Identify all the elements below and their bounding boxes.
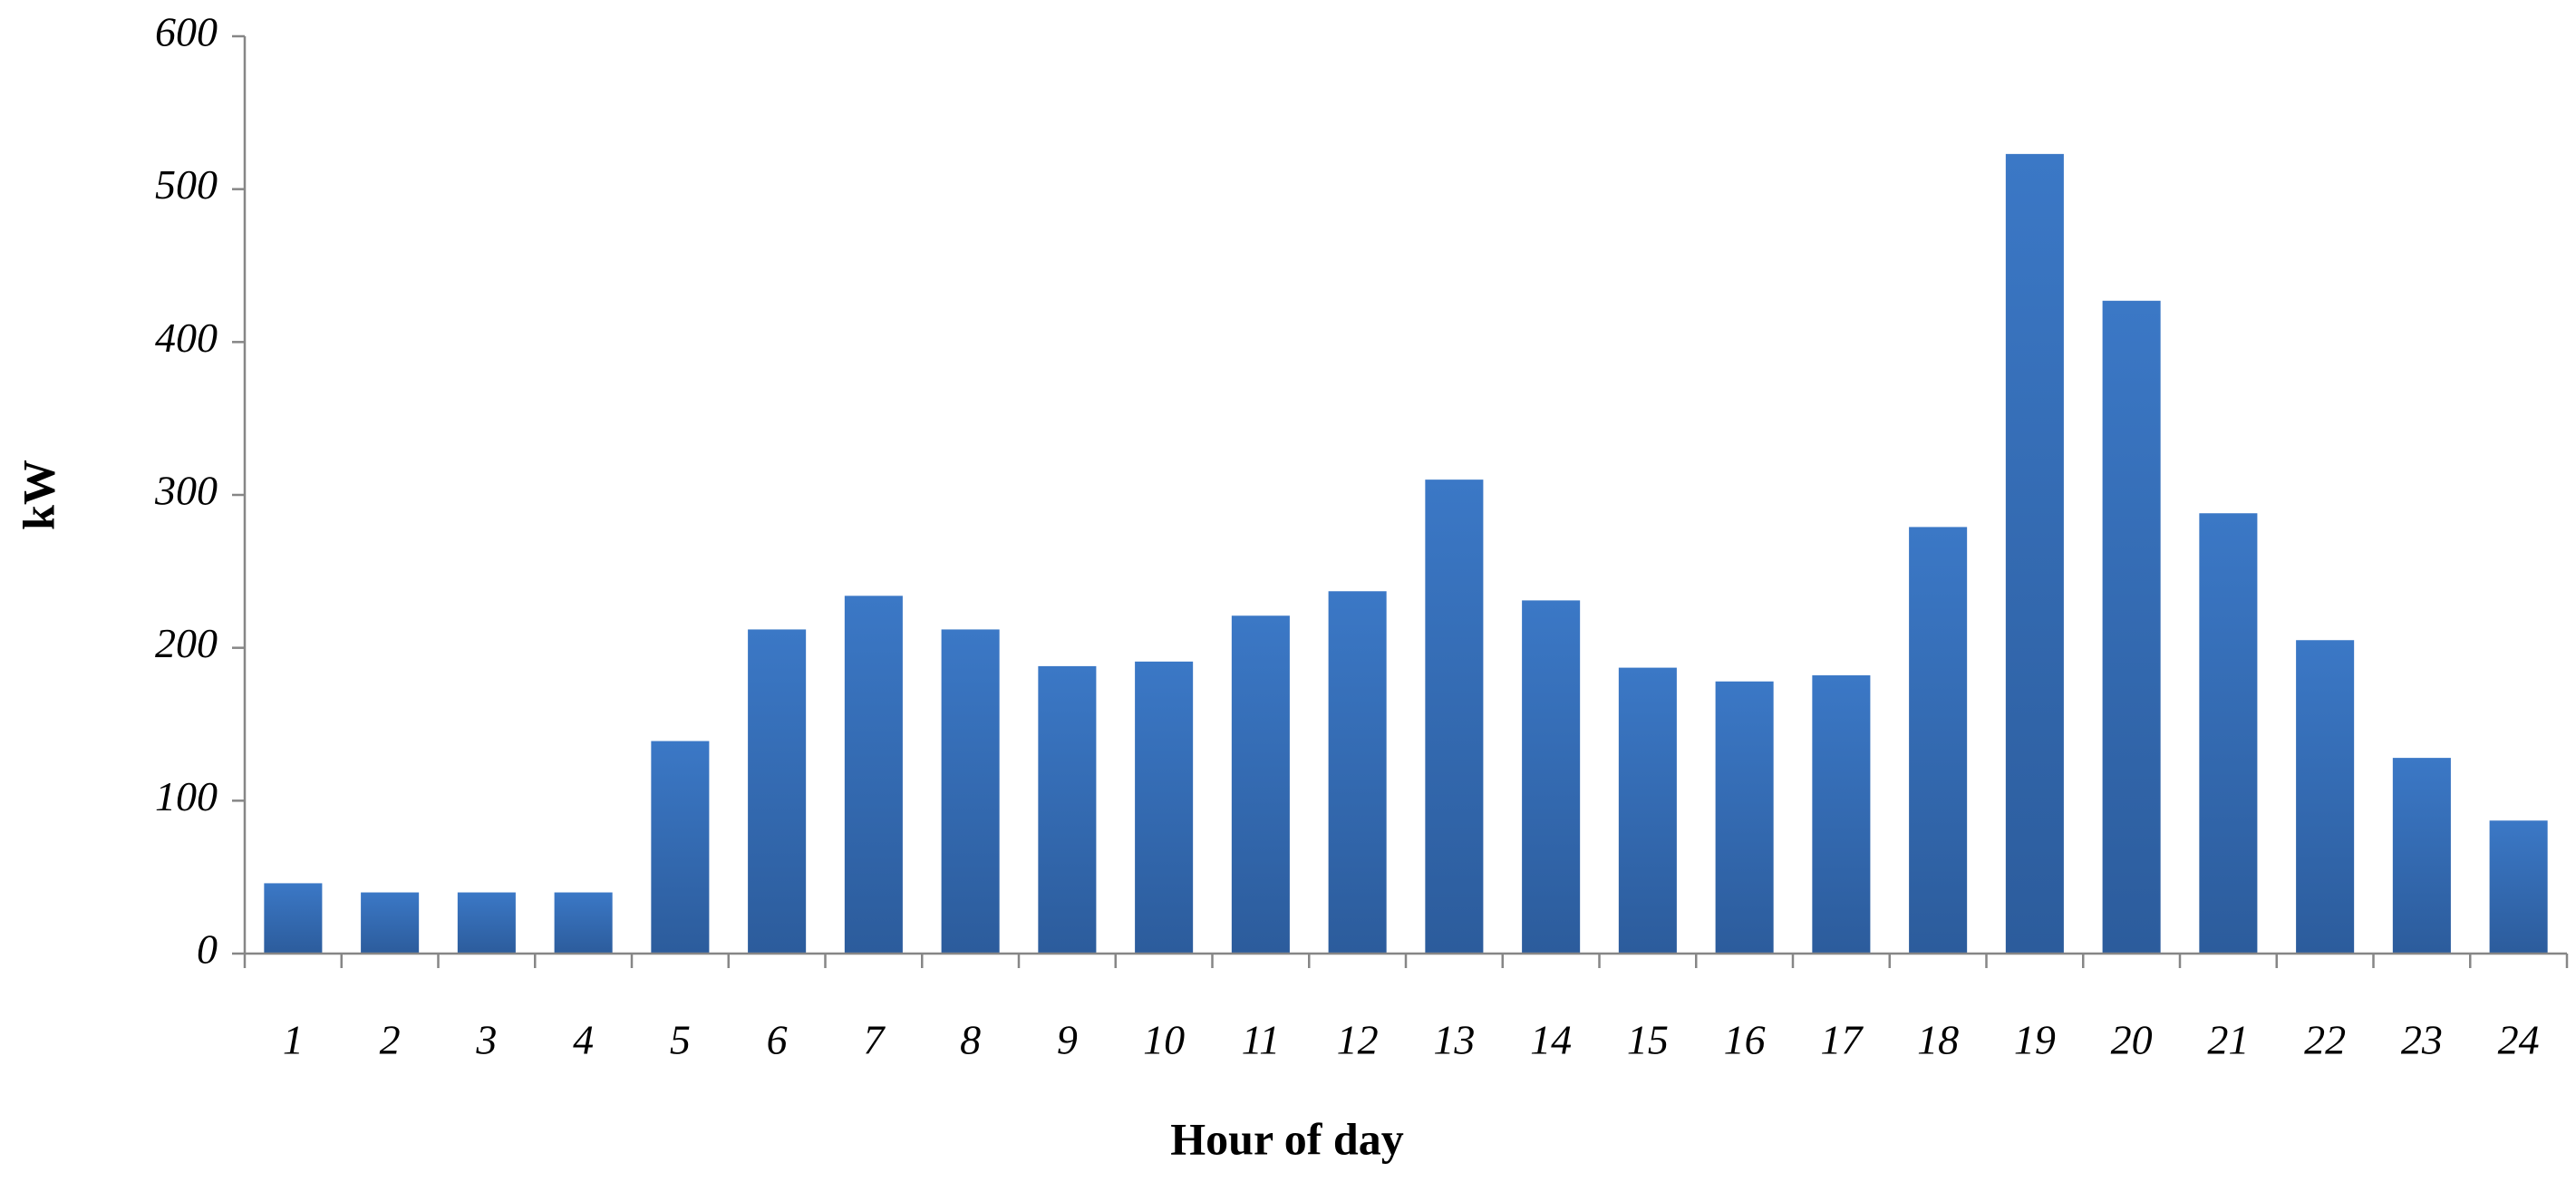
bar bbox=[1715, 681, 1774, 954]
bar bbox=[2392, 758, 2451, 954]
y-tick-label: 400 bbox=[155, 315, 218, 361]
x-tick-label: 2 bbox=[380, 1017, 401, 1063]
bar bbox=[2005, 153, 2064, 954]
bar bbox=[748, 629, 807, 954]
x-tick-label: 22 bbox=[2304, 1017, 2346, 1063]
x-tick-label: 1 bbox=[283, 1017, 304, 1063]
bar bbox=[2199, 513, 2258, 954]
bar bbox=[1618, 667, 1677, 954]
bar bbox=[2489, 820, 2548, 954]
bar bbox=[554, 892, 613, 954]
x-tick-label: 15 bbox=[1627, 1017, 1669, 1063]
x-tick-label: 4 bbox=[573, 1017, 594, 1063]
y-axis-title: kW bbox=[13, 460, 63, 530]
x-tick-label: 14 bbox=[1530, 1017, 1572, 1063]
bar bbox=[1038, 665, 1097, 954]
x-axis-title: Hour of day bbox=[1170, 1113, 1403, 1164]
x-tick-label: 6 bbox=[767, 1017, 788, 1063]
x-tick-label: 21 bbox=[2207, 1017, 2249, 1063]
bar bbox=[844, 596, 903, 954]
bar bbox=[457, 892, 516, 954]
x-tick-label: 13 bbox=[1433, 1017, 1475, 1063]
y-tick-label: 100 bbox=[155, 773, 218, 819]
bar bbox=[941, 629, 1000, 954]
y-tick-label: 200 bbox=[155, 620, 218, 666]
bar bbox=[1231, 615, 1290, 954]
x-tick-label: 23 bbox=[2401, 1017, 2443, 1063]
x-tick-label: 24 bbox=[2498, 1017, 2540, 1063]
bar bbox=[2296, 640, 2355, 954]
bar bbox=[361, 892, 420, 954]
bar bbox=[264, 883, 323, 954]
x-tick-label: 12 bbox=[1337, 1017, 1379, 1063]
x-tick-label: 18 bbox=[1917, 1017, 1959, 1063]
y-tick-label: 500 bbox=[155, 161, 218, 208]
x-tick-label: 19 bbox=[2014, 1017, 2056, 1063]
x-tick-label: 11 bbox=[1242, 1017, 1281, 1063]
x-tick-label: 9 bbox=[1057, 1017, 1078, 1063]
y-tick-label: 0 bbox=[197, 926, 218, 973]
x-tick-label: 10 bbox=[1143, 1017, 1185, 1063]
x-tick-label: 3 bbox=[475, 1017, 497, 1063]
x-tick-label: 16 bbox=[1724, 1017, 1766, 1063]
x-tick-label: 20 bbox=[2111, 1017, 2153, 1063]
bar bbox=[1522, 600, 1581, 954]
bar bbox=[2102, 300, 2161, 954]
bar bbox=[1135, 661, 1194, 954]
x-tick-label: 8 bbox=[960, 1017, 981, 1063]
y-tick-label: 600 bbox=[155, 9, 218, 55]
bar bbox=[1425, 480, 1484, 954]
x-tick-label: 5 bbox=[670, 1017, 691, 1063]
bar bbox=[1909, 527, 1968, 954]
bar bbox=[1812, 675, 1871, 954]
x-tick-label: 7 bbox=[863, 1017, 886, 1063]
x-tick-label: 17 bbox=[1820, 1017, 1864, 1063]
bar bbox=[1328, 591, 1387, 954]
bar bbox=[651, 741, 710, 954]
y-tick-label: 300 bbox=[154, 468, 218, 514]
